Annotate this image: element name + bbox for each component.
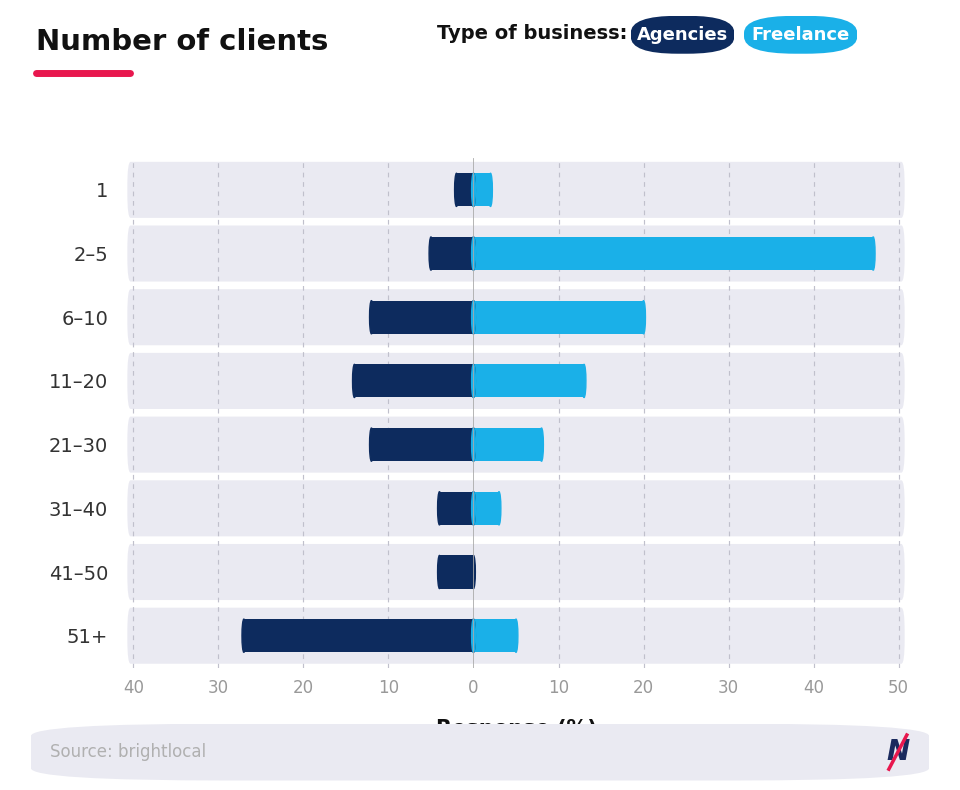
Bar [431, 237, 473, 270]
Ellipse shape [540, 428, 543, 461]
Point [901, 730, 913, 739]
FancyBboxPatch shape [31, 724, 929, 781]
Ellipse shape [471, 173, 475, 206]
Bar [244, 619, 473, 653]
FancyBboxPatch shape [128, 162, 904, 218]
Bar [473, 619, 516, 653]
Bar [456, 173, 473, 206]
FancyBboxPatch shape [631, 16, 734, 54]
FancyBboxPatch shape [128, 289, 904, 345]
Ellipse shape [438, 555, 442, 589]
Ellipse shape [242, 619, 246, 653]
Ellipse shape [471, 364, 475, 397]
FancyBboxPatch shape [128, 544, 904, 600]
Ellipse shape [352, 364, 356, 397]
FancyBboxPatch shape [744, 16, 857, 54]
Bar [372, 428, 473, 461]
Ellipse shape [455, 173, 458, 206]
Ellipse shape [438, 491, 442, 525]
Line: 2 pts: 2 pts [889, 735, 907, 769]
Ellipse shape [471, 619, 475, 653]
Ellipse shape [872, 237, 876, 270]
Ellipse shape [471, 364, 475, 397]
Bar [473, 364, 584, 397]
Ellipse shape [471, 237, 475, 270]
Ellipse shape [582, 364, 586, 397]
FancyBboxPatch shape [128, 416, 904, 472]
Ellipse shape [471, 173, 475, 206]
X-axis label: Response (%): Response (%) [436, 719, 596, 739]
Bar [372, 301, 473, 334]
Ellipse shape [471, 491, 475, 525]
Ellipse shape [471, 237, 475, 270]
Ellipse shape [429, 237, 433, 270]
Ellipse shape [471, 428, 475, 461]
Ellipse shape [489, 173, 492, 206]
Bar [473, 428, 541, 461]
Ellipse shape [370, 428, 373, 461]
Bar [473, 301, 643, 334]
Ellipse shape [641, 301, 645, 334]
Ellipse shape [370, 301, 373, 334]
FancyBboxPatch shape [128, 480, 904, 536]
Bar [473, 173, 491, 206]
Ellipse shape [497, 491, 501, 525]
Text: N: N [886, 738, 909, 766]
Text: Source: brightlocal: Source: brightlocal [51, 743, 206, 761]
Text: Type of business:: Type of business: [437, 24, 627, 43]
Bar [440, 555, 473, 589]
Bar [354, 364, 473, 397]
Ellipse shape [471, 619, 475, 653]
Ellipse shape [471, 555, 475, 589]
FancyBboxPatch shape [128, 353, 904, 409]
FancyBboxPatch shape [128, 225, 904, 281]
Ellipse shape [471, 301, 475, 334]
Text: Number of clients: Number of clients [36, 28, 329, 56]
Ellipse shape [515, 619, 517, 653]
FancyBboxPatch shape [128, 608, 904, 664]
Bar [440, 491, 473, 525]
Bar [473, 491, 499, 525]
Text: Agencies: Agencies [636, 26, 729, 43]
Ellipse shape [471, 428, 475, 461]
Ellipse shape [471, 301, 475, 334]
Bar [473, 237, 874, 270]
Point [883, 765, 895, 774]
Text: Freelance: Freelance [752, 26, 850, 43]
Ellipse shape [471, 491, 475, 525]
